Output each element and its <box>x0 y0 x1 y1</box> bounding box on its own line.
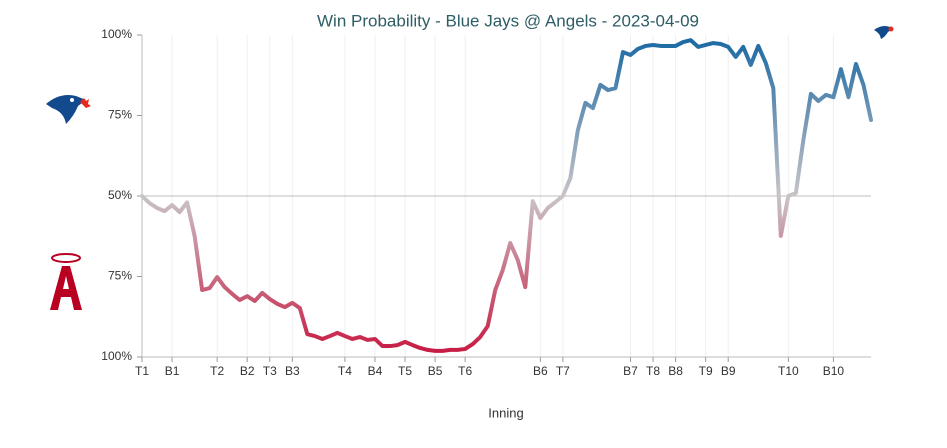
x-tick-label: B7 <box>623 364 638 378</box>
x-tick-label: B6 <box>533 364 548 378</box>
x-tick-label: B8 <box>668 364 683 378</box>
x-tick-label: T3 <box>263 364 277 378</box>
x-tick-label: T10 <box>778 364 799 378</box>
x-tick-label: B1 <box>165 364 180 378</box>
x-tick-label: B3 <box>285 364 300 378</box>
x-tick-label: T9 <box>699 364 713 378</box>
x-tick-label: T1 <box>135 364 149 378</box>
win-probability-line <box>140 38 873 353</box>
chart-title: Win Probability - Blue Jays @ Angels - 2… <box>317 11 699 30</box>
y-tick-label: 75% <box>108 269 132 283</box>
x-tick-label: B4 <box>368 364 383 378</box>
x-tick-label: B10 <box>823 364 845 378</box>
angels-logo <box>50 253 82 310</box>
x-tick-label: T8 <box>646 364 660 378</box>
x-tick-label: T6 <box>458 364 472 378</box>
plot <box>140 38 873 353</box>
corner-logo <box>874 26 894 39</box>
y-tick-label: 50% <box>108 188 132 202</box>
x-tick-label: T4 <box>338 364 352 378</box>
y-tick-label: 100% <box>101 27 132 41</box>
x-tick-label: B9 <box>721 364 736 378</box>
grid: T1 B1 T2 B2 T3 B3 T4 B4 T5 B5 T6 B6 T7 B7 T8 B8 T9 B9 T10 B… <box>101 27 871 378</box>
x-tick-label: T5 <box>398 364 412 378</box>
x-axis-label: Inning <box>488 405 523 420</box>
y-tick-label: 75% <box>108 108 132 122</box>
x-tick-label: B2 <box>240 364 255 378</box>
blue-jays-logo <box>46 95 91 124</box>
y-tick-label: 100% <box>101 349 132 363</box>
x-tick-label: T2 <box>210 364 224 378</box>
x-tick-label: T7 <box>556 364 570 378</box>
x-tick-label: B5 <box>428 364 443 378</box>
